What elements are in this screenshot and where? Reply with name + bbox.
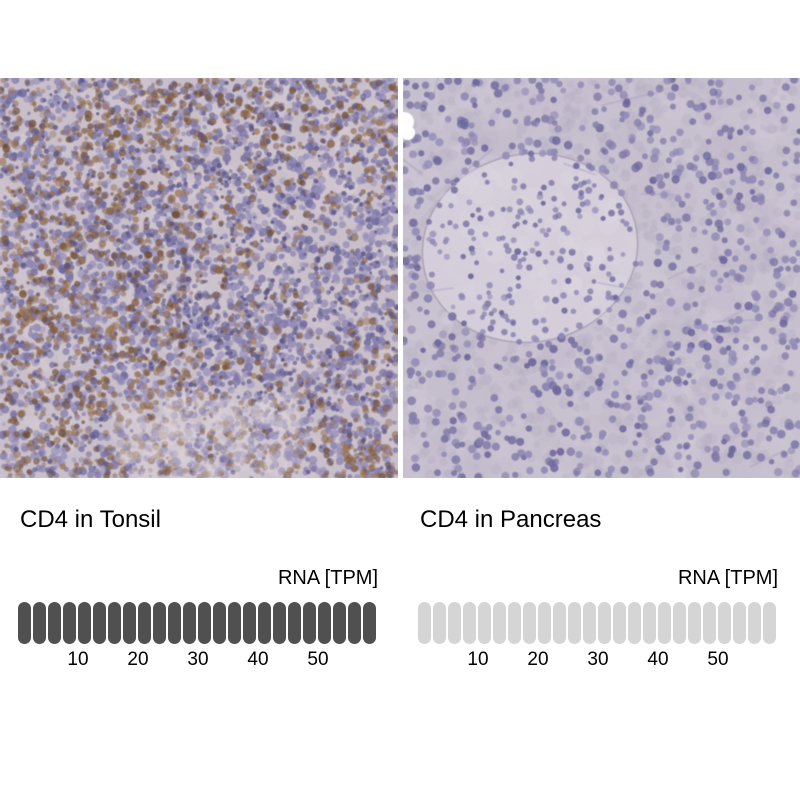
tpm-bar-segment xyxy=(108,602,121,644)
tpm-bar-segment xyxy=(318,602,331,644)
tpm-bar-segment xyxy=(18,602,31,644)
tpm-bar-segment xyxy=(763,602,776,644)
tpm-bar-segment xyxy=(718,602,731,644)
tpm-bar-segment xyxy=(288,602,301,644)
tpm-bar-segment xyxy=(363,602,376,644)
tpm-bar-segment xyxy=(508,602,521,644)
tpm-bar-segment xyxy=(463,602,476,644)
axis-ticks-pancreas: 10 20 30 40 50 xyxy=(0,649,800,673)
tpm-bar-segment xyxy=(93,602,106,644)
tpm-bar-segment xyxy=(613,602,626,644)
rna-unit-label-pancreas: RNA [TPM] xyxy=(677,567,778,589)
axis-ticks-tonsil: 10 20 30 40 50 xyxy=(0,649,800,673)
tpm-bar-segment xyxy=(418,602,431,644)
tpm-bar-segment xyxy=(688,602,701,644)
tpm-bar-segment xyxy=(273,602,286,644)
axis-tick-label: 50 xyxy=(707,649,729,670)
axis-tick-label: 40 xyxy=(247,649,269,670)
tpm-bar-segment xyxy=(303,602,316,644)
tpm-bar-segment xyxy=(243,602,256,644)
axis-tick-label: 30 xyxy=(187,649,209,670)
tpm-bar-segment xyxy=(538,602,551,644)
tpm-bar-segment xyxy=(348,602,361,644)
tpm-bar-segment xyxy=(493,602,506,644)
tpm-bar-segment xyxy=(433,602,446,644)
tpm-bar-segment xyxy=(153,602,166,644)
tpm-bar-segment xyxy=(628,602,641,644)
tpm-bar-segment xyxy=(568,602,581,644)
tpm-bar-segment xyxy=(63,602,76,644)
tpm-bar-segment xyxy=(168,602,181,644)
axis-tick-label: 20 xyxy=(527,649,549,670)
tpm-bar-segment xyxy=(448,602,461,644)
tpm-bar-segment xyxy=(523,602,536,644)
rna-unit-label-tonsil: RNA [TPM] xyxy=(277,567,378,589)
tpm-bar-segment xyxy=(643,602,656,644)
panel-title-pancreas: CD4 in Pancreas xyxy=(420,506,602,533)
tpm-bar-segment xyxy=(138,602,151,644)
axis-tick-label: 50 xyxy=(307,649,329,670)
axis-tick-label: 10 xyxy=(467,649,489,670)
tpm-bar-segment xyxy=(748,602,761,644)
axis-tick-label: 30 xyxy=(587,649,609,670)
tpm-bar-segment xyxy=(213,602,226,644)
tpm-bar-segment xyxy=(333,602,346,644)
axis-tick-label: 10 xyxy=(67,649,89,670)
axis-tick-label: 40 xyxy=(647,649,669,670)
tpm-bar-segment xyxy=(553,602,566,644)
ihc-image-pancreas xyxy=(403,78,800,478)
tpm-bar-tonsil xyxy=(18,602,376,644)
tpm-bar-segment xyxy=(228,602,241,644)
axis-tick-label: 20 xyxy=(127,649,149,670)
tpm-bar-segment xyxy=(33,602,46,644)
tpm-bar-segment xyxy=(198,602,211,644)
tpm-bar-segment xyxy=(598,602,611,644)
tpm-bar-segment xyxy=(48,602,61,644)
panel-title-tonsil: CD4 in Tonsil xyxy=(20,506,161,533)
tpm-bar-segment xyxy=(733,602,746,644)
tpm-bar-segment xyxy=(183,602,196,644)
tpm-bar-segment xyxy=(658,602,671,644)
tpm-bar-segment xyxy=(583,602,596,644)
tpm-bar-segment xyxy=(258,602,271,644)
ihc-image-tonsil xyxy=(0,78,398,478)
tpm-bar-segment xyxy=(478,602,491,644)
tpm-bar-segment xyxy=(78,602,91,644)
tpm-bar-segment xyxy=(123,602,136,644)
tpm-bar-segment xyxy=(703,602,716,644)
tpm-bar-segment xyxy=(673,602,686,644)
tpm-bar-pancreas xyxy=(418,602,776,644)
